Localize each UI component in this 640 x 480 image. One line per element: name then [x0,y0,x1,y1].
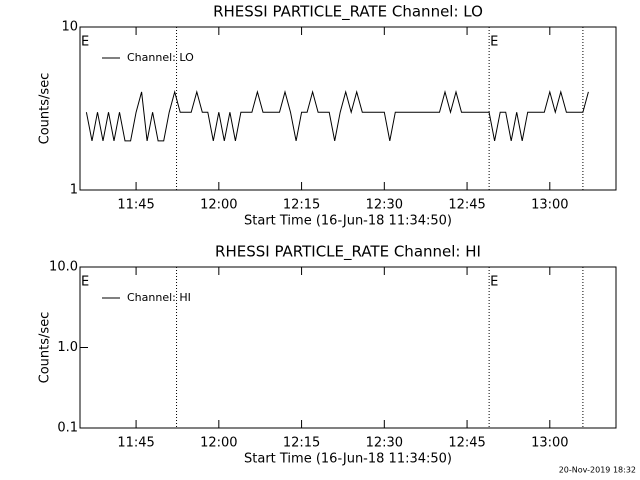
plot-frame [79,26,617,191]
event-label: E [490,35,498,50]
x-tick-label: 11:45 [117,436,154,451]
y-tick-label: 10 [61,20,78,35]
x-tick-label: 12:15 [283,436,320,451]
x-tick-label: 12:45 [448,198,485,213]
x-axis-label: Start Time (16-Jun-18 11:34:50) [244,214,452,229]
x-axis-label: Start Time (16-Jun-18 11:34:50) [244,452,452,467]
legend-label: Channel: HI [127,291,191,304]
data-line [85,89,589,142]
x-tick-label: 12:00 [200,436,237,451]
event-label: E [81,275,89,290]
y-tick-label: 0.1 [57,421,78,436]
x-tick-label: 13:00 [531,436,568,451]
x-tick-label: 11:45 [117,198,154,213]
chart-title: RHESSI PARTICLE_RATE Channel: HI [215,243,481,262]
x-tick-label: 12:30 [366,436,403,451]
y-axis-label: Counts/sec [38,73,53,145]
event-label: E [81,35,89,50]
x-tick-label: 12:00 [200,198,237,213]
x-tick-label: 12:45 [448,436,485,451]
chart-title: RHESSI PARTICLE_RATE Channel: LO [213,3,483,22]
x-tick-label: 13:00 [531,198,568,213]
y-tick-label: 1.0 [57,340,78,355]
y-axis-label: Counts/sec [38,312,53,384]
footer: 20-Nov-2019 18:32 [559,466,636,475]
legend-label: Channel: LO [127,51,194,64]
x-tick-label: 12:15 [283,198,320,213]
x-tick-label: 12:30 [366,198,403,213]
y-tick-label: 10.0 [49,260,78,275]
y-tick-label: 1 [70,183,78,198]
event-label: E [490,275,498,290]
